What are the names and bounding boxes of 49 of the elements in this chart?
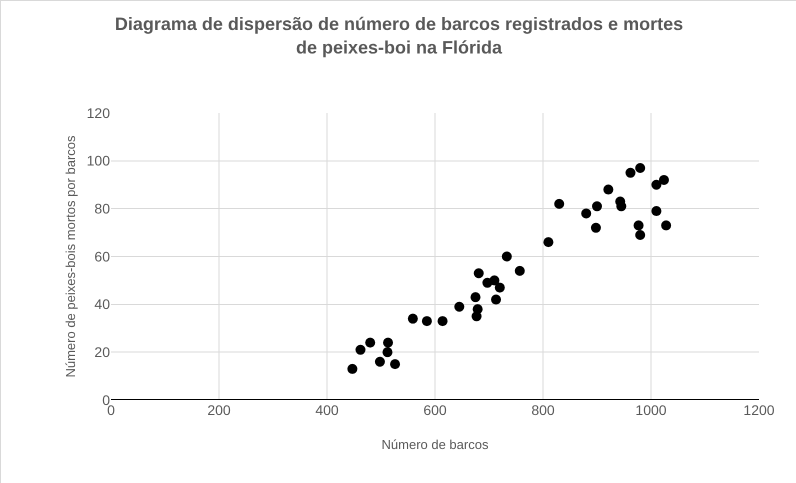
point — [347, 364, 358, 374]
point — [543, 237, 554, 248]
point — [474, 268, 484, 278]
point — [422, 316, 432, 326]
y-tick-label: 40 — [94, 296, 110, 312]
point — [494, 282, 505, 293]
y-axis-title: Número de peixes-bois mortos por barcos — [63, 134, 78, 378]
point — [590, 222, 601, 233]
point — [625, 168, 636, 178]
point — [408, 314, 418, 324]
point — [472, 304, 483, 314]
y-tick-label: 80 — [94, 200, 110, 217]
x-axis-title: Número de barcos — [382, 437, 489, 452]
y-tick-label: 100 — [86, 152, 110, 169]
point — [470, 292, 480, 302]
point — [661, 220, 672, 230]
point — [390, 359, 400, 370]
point — [581, 208, 592, 218]
x-tick-label: 1200 — [743, 402, 775, 418]
x-tick-label: 400 — [315, 402, 339, 418]
point — [489, 275, 500, 286]
y-tick-label: 120 — [86, 104, 110, 121]
point — [651, 206, 662, 216]
point — [374, 356, 385, 367]
x-tick-label: 1000 — [635, 402, 667, 418]
point — [365, 338, 376, 348]
point — [635, 230, 646, 240]
point — [658, 174, 669, 185]
x-tick-label: 200 — [207, 402, 231, 418]
point — [502, 252, 512, 262]
chart-title: Diagrama de dispersão de número de barcos registrados e mortes de peixes-boi na Flórida — [114, 14, 684, 58]
point — [603, 184, 614, 195]
point — [592, 201, 602, 212]
point — [514, 266, 525, 276]
point — [651, 180, 662, 190]
point — [438, 316, 448, 326]
x-tick-label: 600 — [423, 402, 447, 418]
y-tick-label: 60 — [94, 248, 110, 264]
y-tick-label: 20 — [94, 344, 110, 360]
point — [491, 294, 502, 305]
point — [383, 338, 394, 348]
point — [355, 344, 366, 355]
x-tick-label: 800 — [531, 402, 555, 418]
point — [554, 198, 564, 209]
point — [635, 163, 646, 174]
point — [634, 220, 644, 230]
point — [454, 302, 464, 312]
point — [382, 347, 392, 358]
point — [616, 201, 626, 212]
